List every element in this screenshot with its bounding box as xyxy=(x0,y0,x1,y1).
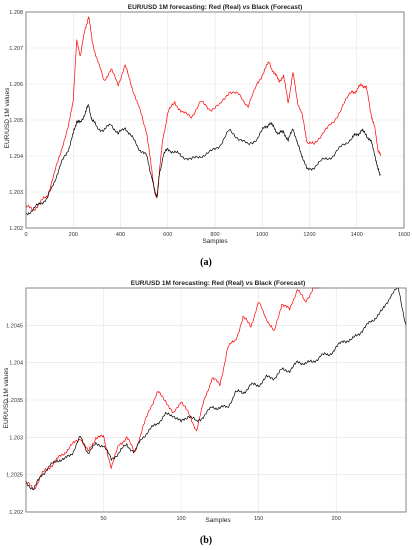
chart-a-xtick-label: 1400 xyxy=(351,232,363,238)
chart-b-series-real xyxy=(25,287,321,490)
caption-a: (a) xyxy=(200,257,212,268)
caption-b: (b) xyxy=(199,535,213,546)
chart-a-xtick-label: 600 xyxy=(163,232,172,238)
chart-b-ytick-label: 1.202 xyxy=(9,510,23,516)
chart-a-xtick-label: 200 xyxy=(69,232,78,238)
chart-b-ytick-label: 1.2025 xyxy=(6,473,23,479)
chart-a-background xyxy=(0,0,412,250)
chart-panel-b: EUR/USD 1M forecasting: Red (Real) vs Bl… xyxy=(0,276,412,546)
chart-b-ytick-label: 1.2045 xyxy=(6,323,23,329)
chart-b-xtick-label: 50 xyxy=(100,516,106,522)
chart-b-title: EUR/USD 1M forecasting: Red (Real) vs Bl… xyxy=(131,280,305,287)
chart-a-ytick-label: 1.202 xyxy=(9,226,23,232)
chart-a-xtick-label: 800 xyxy=(210,232,219,238)
chart-b-ytick-label: 1.204 xyxy=(9,361,23,367)
chart-b-xlabel: Samples xyxy=(205,517,231,524)
chart-a-series-forecast xyxy=(25,103,381,216)
chart-b-xtick-label: 100 xyxy=(177,516,186,522)
chart-a-title: EUR/USD 1M forecasting: Red (Real) vs Bl… xyxy=(128,4,302,11)
chart-a-ytick-label: 1.205 xyxy=(9,118,23,124)
chart-a-ytick-label: 1.203 xyxy=(9,190,23,196)
chart-a-xtick-label: 1600 xyxy=(398,232,410,238)
chart-a-series-real xyxy=(25,15,381,212)
chart-a-ytick-label: 1.208 xyxy=(9,10,23,16)
chart-b-background xyxy=(0,276,412,526)
chart-a-lines xyxy=(25,15,381,216)
chart-a-ticks: 0 200 400 600 800 1000 1200 1400 1600 1.202 1.203 1… xyxy=(9,10,410,238)
chart-a-ytick-label: 1.204 xyxy=(9,154,23,160)
chart-a: EUR/USD 1M forecasting: Red (Real) vs Bl… xyxy=(0,0,412,250)
chart-a-xtick-label: 1200 xyxy=(303,232,315,238)
chart-a-ytick-label: 1.207 xyxy=(9,46,23,52)
chart-a-ylabel: EUR/USD 1M values xyxy=(4,87,11,148)
chart-b-lines xyxy=(25,287,407,491)
chart-a-frame xyxy=(25,11,405,229)
chart-b-ticks: 50 100 150 200 1.202 1.2025 1.203 1.2035 1.204 1.… xyxy=(6,323,341,522)
chart-a-xtick-label: 400 xyxy=(116,232,125,238)
chart-b-ytick-label: 1.2035 xyxy=(6,398,23,404)
chart-b-ylabel: EUR/USD 1M values xyxy=(3,367,10,428)
chart-b-series-forecast xyxy=(25,287,407,491)
chart-a-ytick-label: 1.206 xyxy=(9,82,23,88)
chart-panel-a: EUR/USD 1M forecasting: Red (Real) vs Bl… xyxy=(0,0,412,268)
chart-b: EUR/USD 1M forecasting: Red (Real) vs Bl… xyxy=(0,276,412,526)
chart-b-frame xyxy=(25,287,407,513)
chart-b-xtick-label: 200 xyxy=(332,516,341,522)
chart-b-ytick-label: 1.203 xyxy=(9,435,23,441)
chart-a-xtick-label: 0 xyxy=(24,232,27,238)
chart-b-xtick-label: 150 xyxy=(254,516,263,522)
chart-a-xtick-label: 1000 xyxy=(256,232,268,238)
chart-a-xlabel: Samples xyxy=(202,238,228,245)
